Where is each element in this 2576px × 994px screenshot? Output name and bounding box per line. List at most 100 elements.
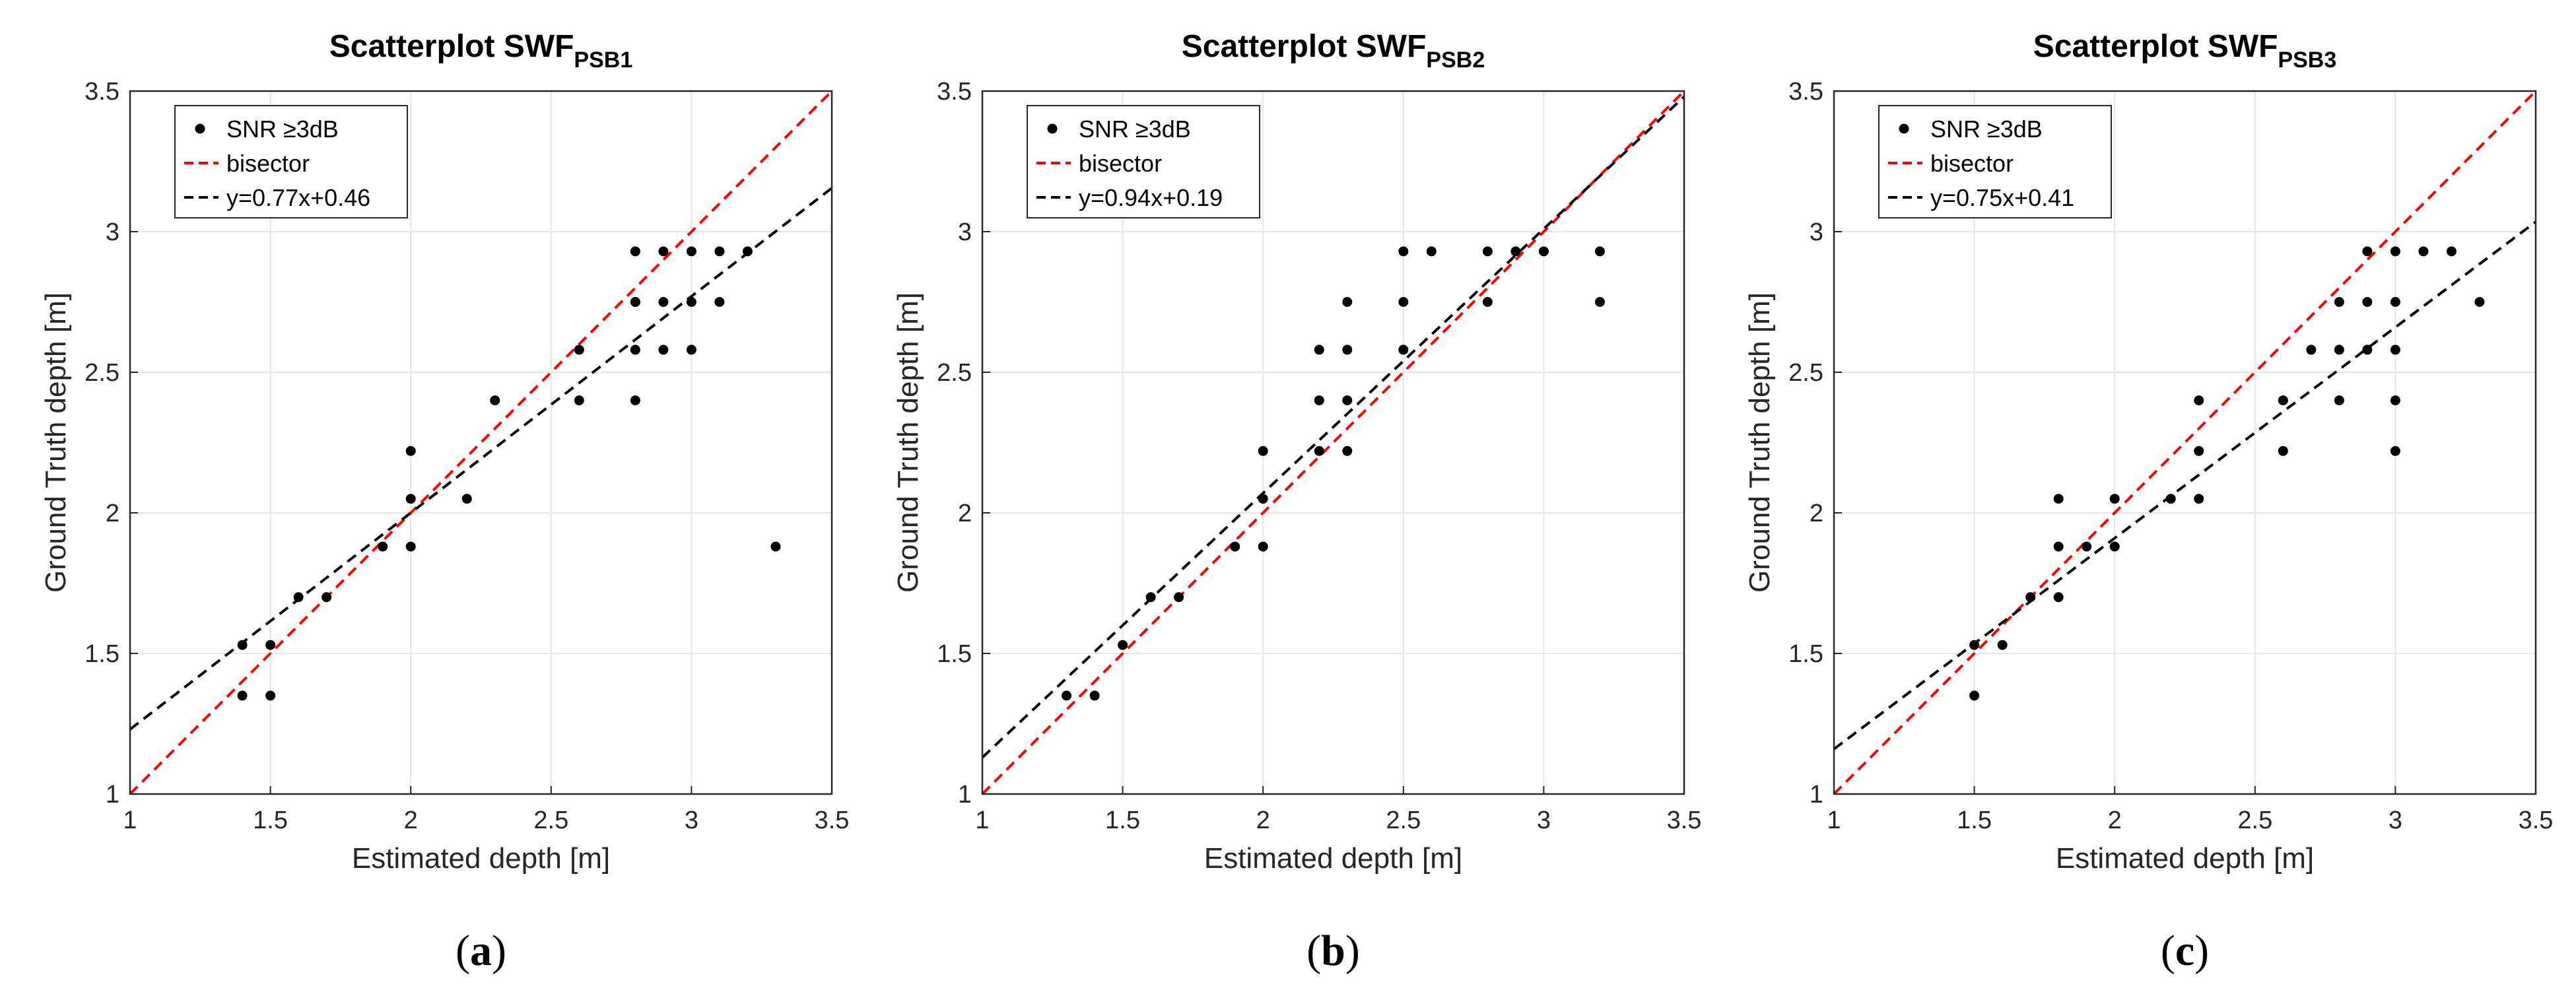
scatter-point	[1510, 246, 1521, 257]
scatter-point	[2109, 494, 2120, 504]
panel-caption-close: )	[1345, 927, 1360, 975]
legend-label: bisector	[1930, 150, 2014, 177]
y-tick-label: 1	[958, 781, 972, 809]
scatter-point	[2390, 345, 2400, 355]
panel-caption-open: (	[456, 927, 470, 975]
chart-panel-2: 1 1.5 2 2.5 3 3.5 1 1.5 2 2.5 3 3.5 SNR ≥3dB bisector…	[892, 29, 1701, 975]
x-tick-label: 1.5	[1105, 807, 1140, 834]
legend: SNR ≥3dB bisector y=0.94x+0.19	[1027, 105, 1260, 218]
scatter-point	[490, 395, 500, 406]
chart-title: Scatterplot SWFPSB2	[1182, 29, 1485, 73]
x-tick-label: 2.5	[1386, 807, 1421, 834]
scatter-point	[1062, 690, 1072, 701]
scatter-point	[1426, 246, 1437, 257]
fit-line	[982, 96, 1684, 759]
legend-label: SNR ≥3dB	[1079, 116, 1191, 143]
scatter-point	[2362, 297, 2373, 307]
scatter-point	[1258, 541, 1268, 552]
scatter-point	[1969, 640, 1980, 650]
scatter-point	[2474, 297, 2485, 307]
y-tick-label: 3	[958, 218, 972, 246]
scatter-point	[1258, 494, 1268, 504]
scatter-point	[658, 246, 669, 257]
x-tick-label: 2	[2108, 807, 2122, 834]
y-tick-label: 3.5	[937, 78, 972, 106]
scatter-point	[574, 395, 584, 406]
panel-caption-close: )	[2194, 927, 2209, 975]
panel-caption-close: )	[492, 927, 506, 975]
scatter-point	[630, 395, 640, 406]
chart-panel-3: 1 1.5 2 2.5 3 3.5 1 1.5 2 2.5 3 3.5 SNR ≥3dB bisector…	[1744, 29, 2553, 975]
scatter-point	[658, 297, 669, 307]
panel-caption-letter: b	[1321, 927, 1345, 975]
scatter-point	[686, 297, 696, 307]
scatter-point	[2194, 494, 2204, 504]
scatter-point	[2278, 446, 2288, 456]
chart-title-subscript: PSB1	[574, 48, 632, 73]
scatter-point	[1342, 297, 1353, 307]
scatter-point	[461, 494, 472, 504]
scatter-point	[322, 592, 332, 603]
chart-title-main: Scatterplot SWF	[1182, 29, 1427, 64]
y-tick-label: 2	[958, 500, 972, 527]
scatter-point	[265, 690, 276, 701]
legend-marker	[1899, 123, 1909, 134]
axes-frame	[129, 90, 833, 795]
scatter-point	[1314, 345, 1324, 355]
chart-title-main: Scatterplot SWF	[2033, 29, 2278, 64]
scatter-point	[1342, 395, 1353, 406]
scatter-point	[686, 246, 696, 257]
y-tick-label: 2.5	[937, 359, 972, 387]
panel-caption-open: (	[1306, 927, 1321, 975]
scatter-point	[1230, 541, 1240, 552]
x-tick-label: 3	[1537, 807, 1551, 834]
scatter-point	[2025, 592, 2036, 603]
scatter-point	[2194, 446, 2204, 456]
scatter-point	[1482, 246, 1493, 257]
x-tick-label: 2.5	[533, 807, 568, 834]
x-tick-label: 3.5	[1667, 807, 1702, 834]
axes-frame	[1833, 90, 2537, 795]
x-tick-label: 1	[975, 807, 989, 834]
scatter-point	[265, 640, 276, 650]
legend-label: bisector	[1079, 150, 1162, 177]
panel-caption: (c)	[2161, 927, 2209, 975]
scatter-point	[2082, 541, 2092, 552]
scatter-point	[1174, 592, 1184, 603]
x-tick-label: 1	[123, 807, 137, 834]
scatter-point	[714, 297, 725, 307]
bisector-line	[130, 91, 832, 794]
legend: SNR ≥3dB bisector y=0.77x+0.46	[174, 105, 408, 218]
scatter-point	[630, 246, 640, 257]
y-tick-label: 1.5	[937, 640, 972, 668]
legend-label: y=0.77x+0.46	[226, 184, 370, 211]
chart-title: Scatterplot SWFPSB1	[329, 29, 633, 73]
chart-title: Scatterplot SWFPSB3	[2033, 29, 2337, 73]
scatter-point	[2362, 246, 2373, 257]
scatter-point	[742, 246, 753, 257]
scatter-point	[1145, 592, 1156, 603]
chart-title-subscript: PSB2	[1426, 48, 1485, 73]
panel-caption: (b)	[1306, 927, 1360, 975]
chart-panel-1: 1 1.5 2 2.5 3 3.5 1 1.5 2 2.5 3 3.5 SNR ≥3dB bisector…	[40, 29, 849, 975]
scatter-point	[2446, 246, 2457, 257]
x-axis-label: Estimated depth [m]	[352, 842, 610, 875]
scatter-point	[2418, 246, 2429, 257]
scatter-point	[2390, 297, 2400, 307]
scatter-point	[2390, 395, 2400, 406]
bisector-line	[1834, 91, 2536, 794]
legend-marker	[1047, 123, 1058, 134]
scatter-point	[405, 494, 416, 504]
scatter-point	[237, 640, 248, 650]
legend-label: SNR ≥3dB	[226, 116, 339, 143]
scatter-point	[2109, 541, 2120, 552]
scatter-point	[1538, 246, 1549, 257]
scatter-point	[1258, 446, 1268, 456]
legend-label: y=0.94x+0.19	[1079, 184, 1223, 211]
scatter-point	[2194, 395, 2204, 406]
scatter-point	[2053, 592, 2064, 603]
scatter-point	[686, 345, 696, 355]
scatter-point	[1594, 246, 1605, 257]
x-tick-label: 3	[2389, 807, 2402, 834]
